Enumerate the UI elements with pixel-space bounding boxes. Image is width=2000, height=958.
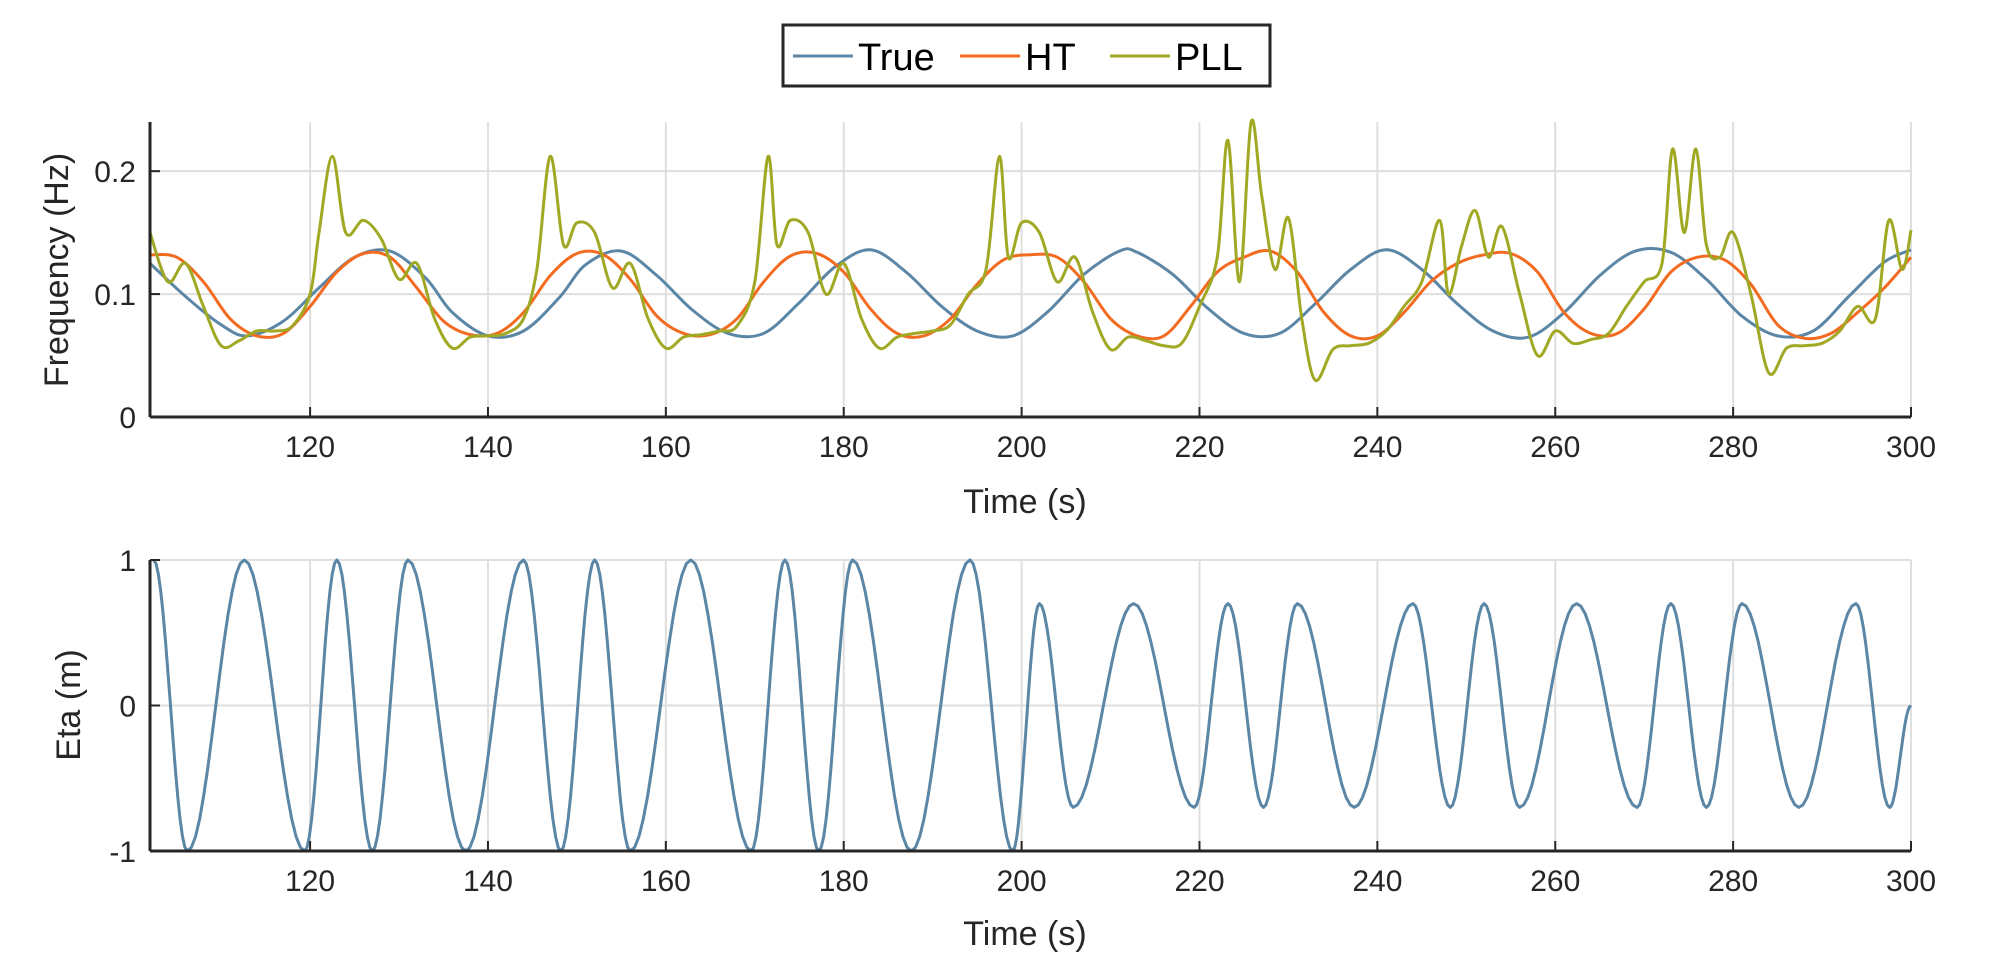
- frequency-x-tick-label-160: 160: [641, 431, 691, 464]
- frequency-x-tick-label-260: 260: [1530, 431, 1580, 464]
- eta-x-tick-label-240: 240: [1352, 865, 1402, 898]
- frequency-x-tick-label-280: 280: [1708, 431, 1758, 464]
- eta-x-tick-label-200: 200: [997, 865, 1047, 898]
- frequency-grid: [150, 122, 1912, 418]
- frequency-series-ht: [149, 249, 1913, 341]
- frequency-axes: [148, 122, 1912, 419]
- eta-y-tick-label-1: 1: [119, 545, 136, 578]
- frequency-series-true: [148, 246, 1912, 340]
- legend-label-ht: HT: [1025, 37, 1076, 79]
- eta-x-tick-label-140: 140: [463, 865, 513, 898]
- frequency-series: [148, 118, 1913, 382]
- frequency-x-axis-label: Time (s): [963, 483, 1086, 521]
- eta-series-true: [152, 558, 1912, 853]
- frequency-x-tick-label-140: 140: [463, 431, 513, 464]
- frequency-series-pll: [148, 118, 1913, 382]
- eta-x-tick-label-220: 220: [1174, 865, 1224, 898]
- eta-grid: [150, 559, 1912, 852]
- frequency-panel: 120 140 160 180 200 220 240 260 280 300 0 0.1 0.2 Ti…: [38, 118, 1936, 521]
- frequency-y-tick-label-0-2: 0.2: [94, 156, 136, 189]
- frequency-x-tick-label-300: 300: [1886, 431, 1936, 464]
- eta-x-tick-label-160: 160: [641, 865, 691, 898]
- eta-y-tick-label--1: -1: [109, 836, 136, 869]
- legend-label-true: True: [858, 37, 935, 79]
- frequency-x-tick-label-120: 120: [285, 431, 335, 464]
- legend-label-pll: PLL: [1175, 37, 1243, 79]
- frequency-x-tick-label-240: 240: [1352, 431, 1402, 464]
- frequency-y-axis-label: Frequency (Hz): [38, 153, 76, 387]
- eta-x-tick-label-260: 260: [1530, 865, 1580, 898]
- frequency-x-tick-label-220: 220: [1174, 431, 1224, 464]
- frequency-y-tick-label-0: 0: [119, 402, 136, 435]
- eta-x-tick-label-300: 300: [1886, 865, 1936, 898]
- legend: True HT PLL: [781, 23, 1272, 88]
- legend-box: [781, 23, 1272, 88]
- eta-panel: 120 140 160 180 200 220 240 260 280 300 -1 0 1 Time …: [50, 545, 1936, 953]
- eta-x-tick-label-180: 180: [819, 865, 869, 898]
- frequency-y-tick-label-0-1: 0.1: [94, 279, 136, 312]
- eta-tick-labels: 120 140 160 180 200 220 240 260 280 300 -1 0 1: [109, 545, 1936, 898]
- eta-x-tick-label-120: 120: [285, 865, 335, 898]
- eta-x-axis-label: Time (s): [963, 915, 1086, 953]
- eta-y-axis-label: Eta (m): [50, 649, 88, 760]
- frequency-x-tick-label-200: 200: [997, 431, 1047, 464]
- frequency-tick-labels: 120 140 160 180 200 220 240 260 280 300 0 0.1 0.2: [94, 156, 1936, 464]
- eta-axes: [148, 559, 1912, 853]
- eta-series: [152, 558, 1912, 853]
- frequency-x-tick-label-180: 180: [819, 431, 869, 464]
- eta-x-tick-label-280: 280: [1708, 865, 1758, 898]
- eta-y-tick-label-0: 0: [119, 691, 136, 724]
